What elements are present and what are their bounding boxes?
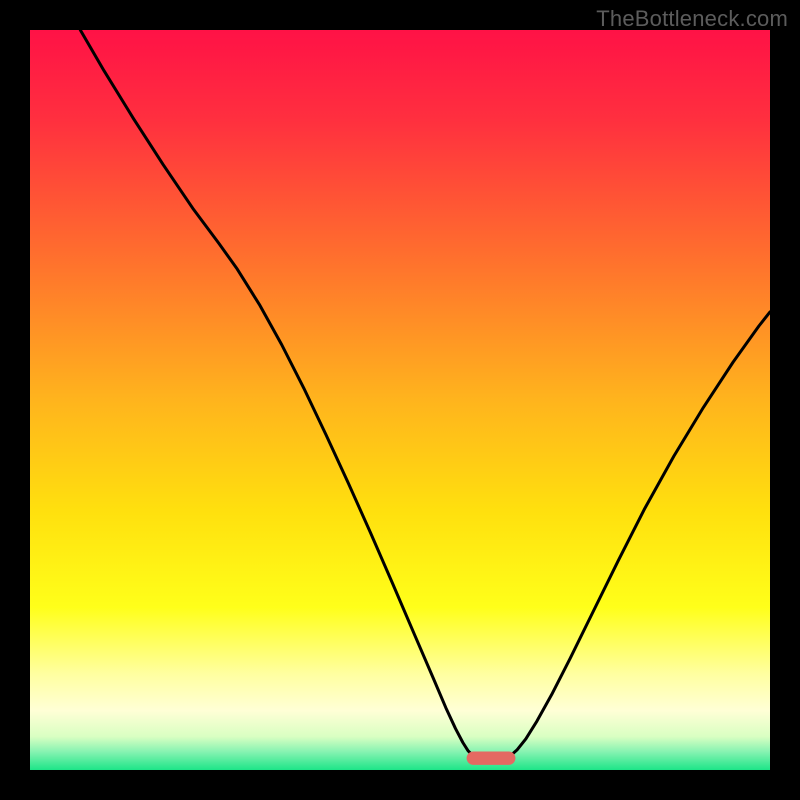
chart-svg xyxy=(0,0,800,800)
chart-background xyxy=(30,30,770,770)
minimum-marker xyxy=(467,752,516,765)
chart-container: TheBottleneck.com xyxy=(0,0,800,800)
watermark-text: TheBottleneck.com xyxy=(596,6,788,32)
